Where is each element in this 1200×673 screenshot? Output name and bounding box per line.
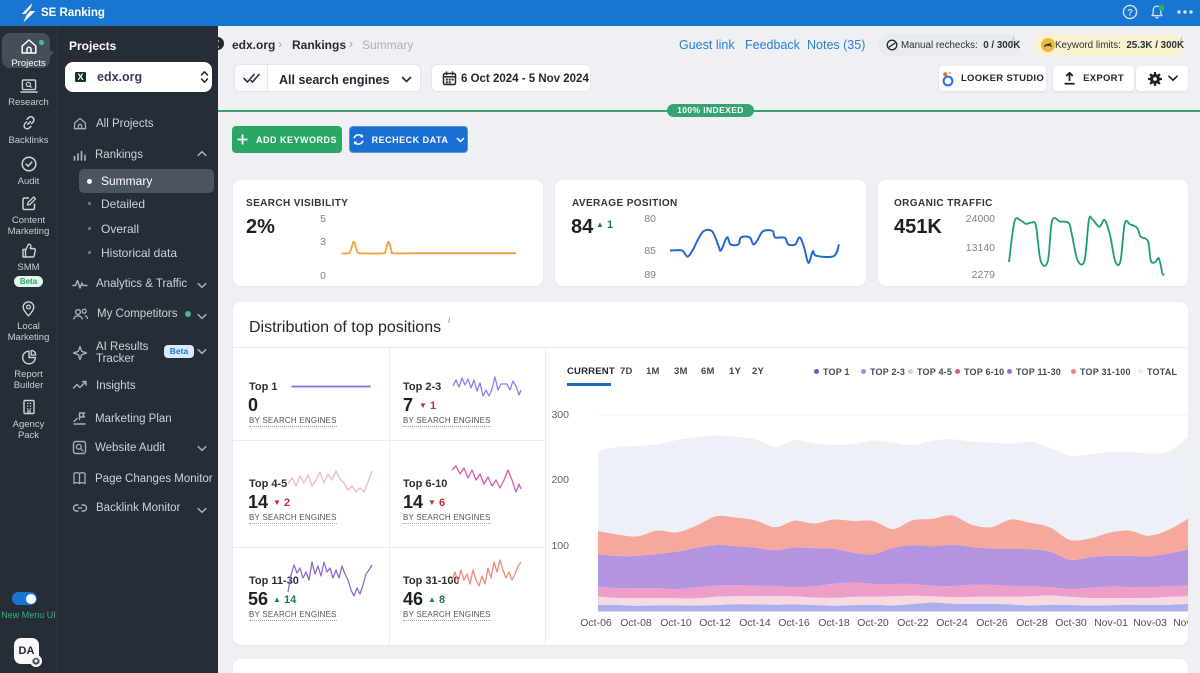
svg-text:?: ?	[1127, 7, 1133, 18]
svg-text:X: X	[77, 72, 83, 82]
